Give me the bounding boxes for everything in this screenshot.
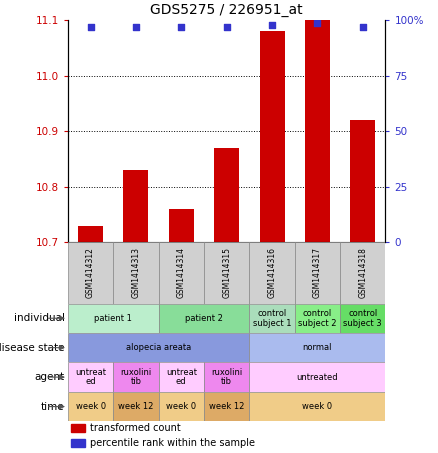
Bar: [124, 170, 148, 242]
Title: GDS5275 / 226951_at: GDS5275 / 226951_at: [150, 3, 303, 17]
Bar: [295, 304, 340, 333]
Text: control
subject 1: control subject 1: [253, 309, 291, 328]
Bar: [113, 362, 159, 392]
Text: percentile rank within the sample: percentile rank within the sample: [90, 438, 255, 448]
Text: untreat
ed: untreat ed: [166, 368, 197, 386]
Bar: [204, 362, 249, 392]
Text: GSM1414318: GSM1414318: [358, 247, 367, 299]
Point: [132, 24, 139, 31]
Text: week 12: week 12: [209, 402, 244, 411]
Bar: [68, 333, 249, 362]
Text: normal: normal: [303, 343, 332, 352]
Point: [223, 24, 230, 31]
Bar: [340, 304, 385, 333]
Bar: [340, 242, 385, 304]
Point: [268, 21, 276, 29]
Bar: [249, 362, 385, 392]
Bar: [305, 20, 330, 242]
Bar: [78, 226, 103, 242]
Bar: [204, 392, 249, 421]
Text: week 0: week 0: [75, 402, 106, 411]
Bar: [159, 242, 204, 304]
Text: ruxolini
tib: ruxolini tib: [211, 368, 242, 386]
Bar: [169, 209, 194, 242]
Text: GSM1414315: GSM1414315: [222, 247, 231, 299]
Text: GSM1414317: GSM1414317: [313, 247, 322, 299]
Text: disease state: disease state: [0, 342, 65, 353]
Point: [178, 24, 185, 31]
Bar: [68, 242, 113, 304]
Text: time: time: [41, 401, 65, 412]
Bar: [113, 242, 159, 304]
Bar: [214, 148, 239, 242]
Bar: [350, 120, 375, 242]
Text: control
subject 2: control subject 2: [298, 309, 337, 328]
Text: GSM1414312: GSM1414312: [86, 247, 95, 299]
Bar: [159, 362, 204, 392]
Text: GSM1414313: GSM1414313: [131, 247, 141, 299]
Bar: [68, 392, 113, 421]
Bar: [68, 304, 159, 333]
Text: GSM1414314: GSM1414314: [177, 247, 186, 299]
Text: untreat
ed: untreat ed: [75, 368, 106, 386]
Bar: [204, 242, 249, 304]
Bar: [249, 333, 385, 362]
Bar: [71, 439, 85, 447]
Bar: [249, 242, 295, 304]
Text: patient 1: patient 1: [94, 314, 132, 323]
Text: control
subject 3: control subject 3: [343, 309, 382, 328]
Text: patient 2: patient 2: [185, 314, 223, 323]
Text: week 12: week 12: [118, 402, 154, 411]
Text: alopecia areata: alopecia areata: [126, 343, 191, 352]
Text: transformed count: transformed count: [90, 424, 181, 434]
Point: [87, 24, 94, 31]
Text: GSM1414316: GSM1414316: [268, 247, 276, 299]
Bar: [71, 424, 85, 433]
Bar: [68, 362, 113, 392]
Bar: [249, 392, 385, 421]
Text: untreated: untreated: [297, 373, 338, 381]
Bar: [159, 392, 204, 421]
Text: agent: agent: [35, 372, 65, 382]
Text: individual: individual: [14, 313, 65, 323]
Point: [314, 19, 321, 26]
Bar: [260, 32, 285, 242]
Bar: [159, 304, 249, 333]
Point: [359, 24, 366, 31]
Bar: [113, 392, 159, 421]
Text: ruxolini
tib: ruxolini tib: [120, 368, 152, 386]
Bar: [249, 304, 295, 333]
Text: week 0: week 0: [302, 402, 332, 411]
Text: week 0: week 0: [166, 402, 196, 411]
Bar: [295, 242, 340, 304]
